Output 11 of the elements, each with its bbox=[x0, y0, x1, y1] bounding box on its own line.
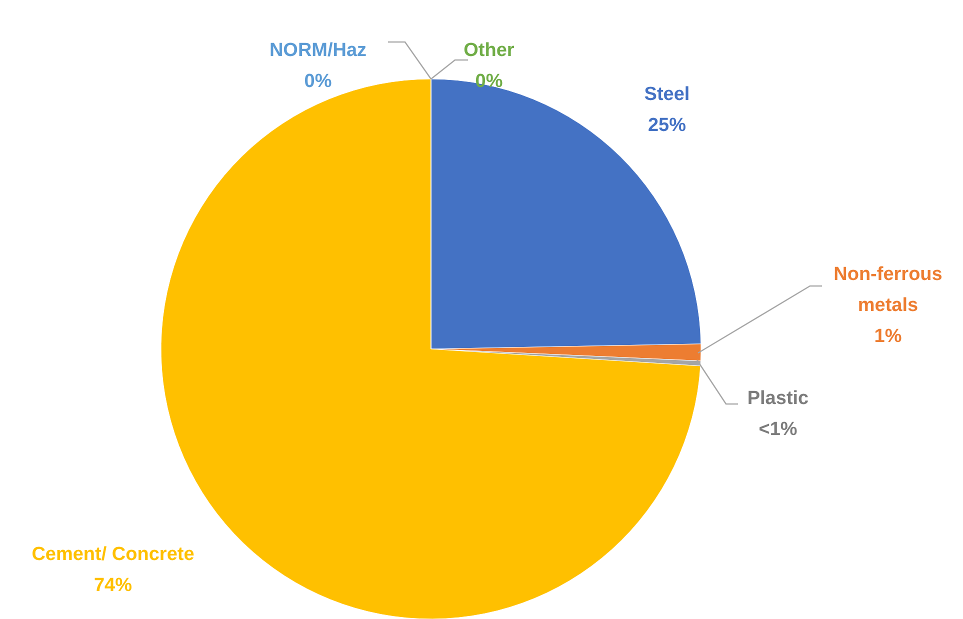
slice-label: Non-ferrous metals bbox=[834, 264, 942, 316]
category-label: NORM/Haz bbox=[269, 40, 367, 61]
data-label: 74% bbox=[94, 575, 132, 596]
slice-label: Cement/ Concrete bbox=[32, 544, 194, 565]
slice-label: Plastic bbox=[747, 388, 810, 409]
legend-label: Other bbox=[464, 40, 515, 61]
data-label: <1% bbox=[758, 419, 798, 440]
data-label: 25% bbox=[648, 115, 686, 136]
slice-label: Steel bbox=[644, 84, 690, 105]
data-label: 1% bbox=[874, 326, 902, 347]
text: 0% bbox=[304, 71, 332, 92]
